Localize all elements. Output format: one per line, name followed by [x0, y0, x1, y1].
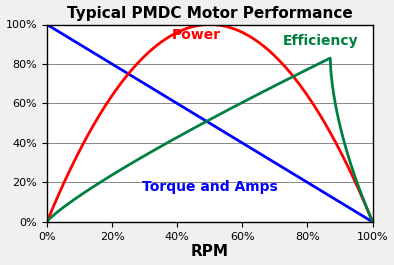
Title: Typical PMDC Motor Performance: Typical PMDC Motor Performance — [67, 6, 353, 21]
X-axis label: RPM: RPM — [191, 244, 229, 259]
Text: Torque and Amps: Torque and Amps — [142, 180, 278, 194]
Text: Power: Power — [172, 28, 221, 42]
Text: Efficiency: Efficiency — [283, 34, 358, 48]
